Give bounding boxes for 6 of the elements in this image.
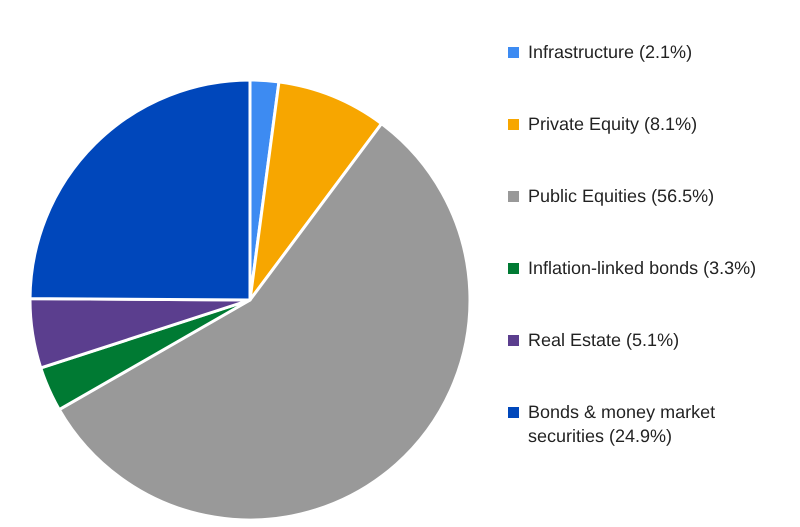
legend-label: Inflation-linked bonds (3.3%) — [528, 258, 756, 278]
legend-label: Private Equity (8.1%) — [528, 114, 698, 134]
legend-label: Infrastructure (2.1%) — [528, 42, 692, 62]
legend-label: Bonds & money market securities (24.9%) — [528, 402, 716, 446]
legend-label: Public Equities (56.5%) — [528, 186, 714, 206]
legend-label: Real Estate (5.1%) — [528, 330, 680, 350]
